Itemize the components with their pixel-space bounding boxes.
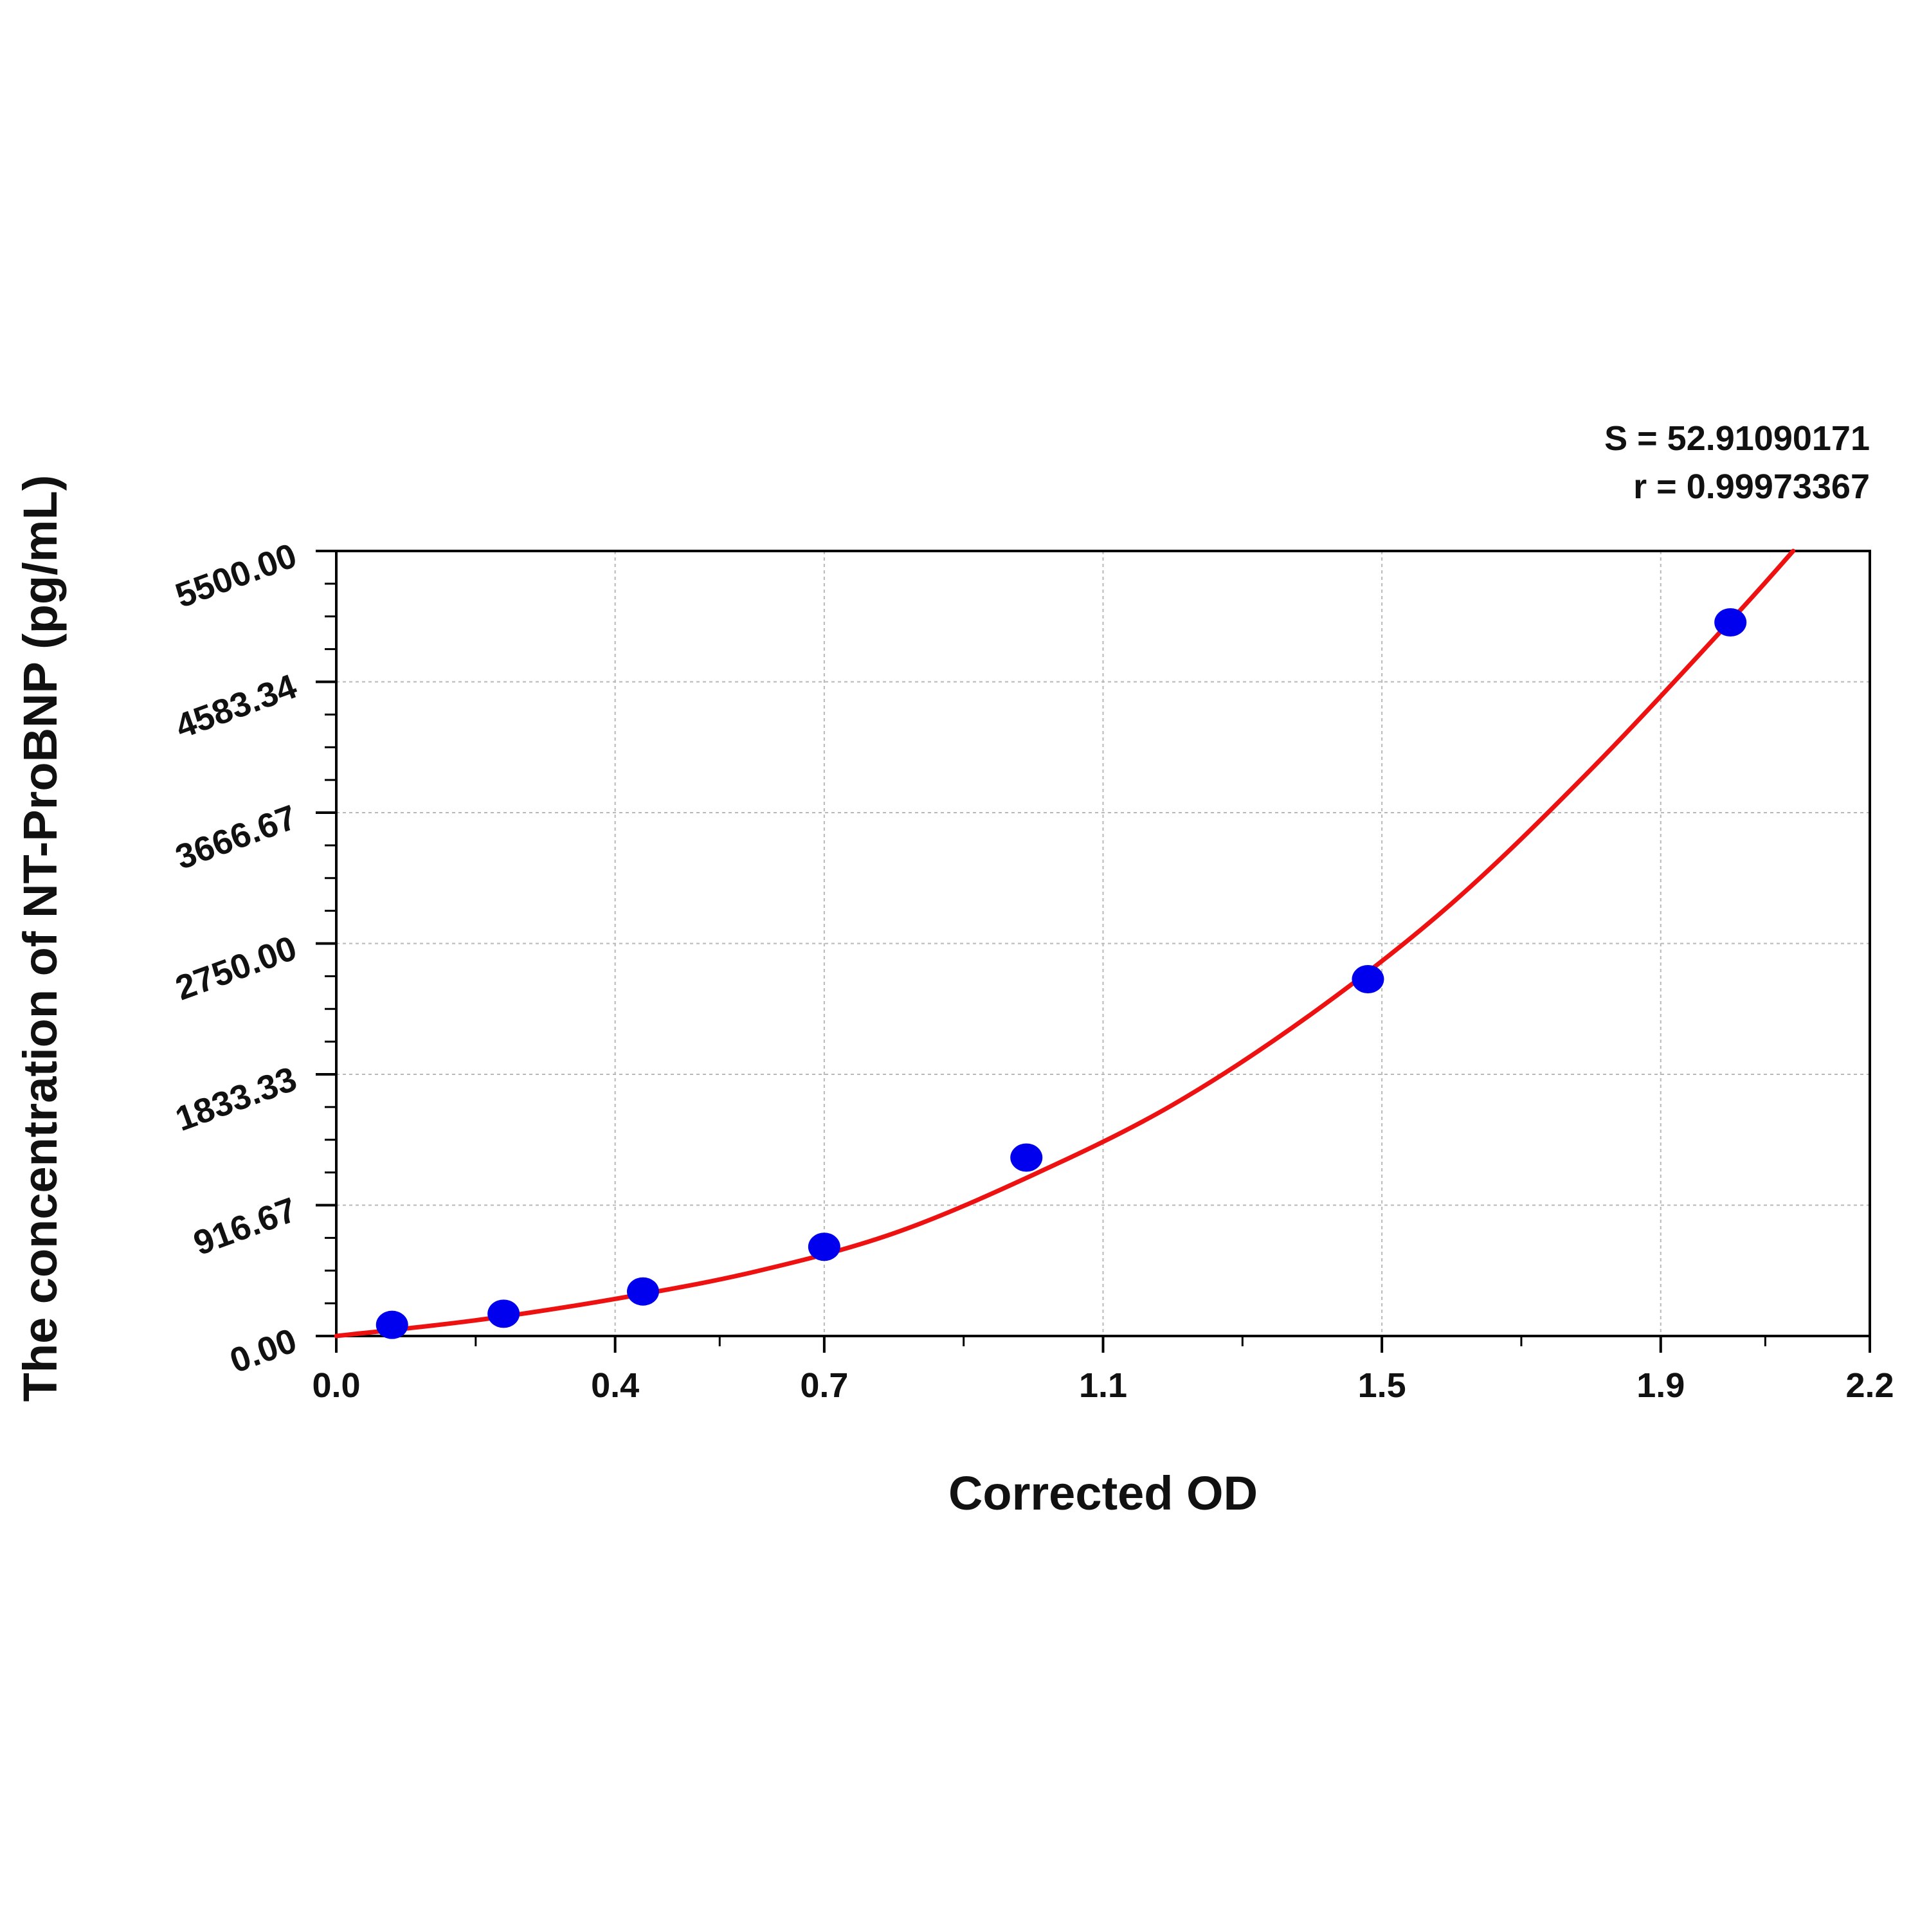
data-point xyxy=(487,1299,520,1328)
y-tick-label: 1833.33 xyxy=(170,1060,302,1139)
fit-curve-layer xyxy=(334,548,1796,1339)
fit-curve xyxy=(334,548,1796,1339)
x-tick-label: 0.0 xyxy=(312,1366,360,1405)
y-tick-label: 5500.00 xyxy=(170,536,302,615)
minor-ticks xyxy=(325,582,1766,1346)
data-point xyxy=(808,1232,840,1261)
x-tick-label: 2.2 xyxy=(1845,1366,1894,1405)
x-tick-label: 0.7 xyxy=(800,1366,848,1405)
y-tick-label: 0.00 xyxy=(225,1321,302,1380)
x-tick-label: 1.5 xyxy=(1358,1366,1406,1405)
stat-r-value: r = 0.99973367 xyxy=(1633,467,1870,506)
data-point xyxy=(1352,965,1384,993)
y-axis-title: The concentration of NT-ProBNP (pg/mL) xyxy=(14,475,67,1402)
y-tick-labels: 0.00 916.67 1833.33 2750.00 3666.67 4583.34 55… xyxy=(170,536,302,1380)
stat-s-value: S = 52.91090171 xyxy=(1604,419,1870,458)
data-point xyxy=(376,1310,408,1339)
major-ticks xyxy=(316,550,1871,1353)
plot-frame xyxy=(335,550,1871,1337)
x-axis-title: Corrected OD xyxy=(948,1467,1258,1520)
x-tick-label: 0.4 xyxy=(591,1366,639,1405)
data-points xyxy=(376,608,1747,1339)
x-tick-label: 1.9 xyxy=(1636,1366,1685,1405)
y-tick-label: 3666.67 xyxy=(170,798,302,877)
data-point xyxy=(627,1277,659,1306)
y-tick-label: 916.67 xyxy=(188,1190,302,1263)
x-tick-label: 1.1 xyxy=(1079,1366,1127,1405)
x-tick-labels: 0.0 0.4 0.7 1.1 1.5 1.9 2.2 xyxy=(312,1366,1894,1405)
grid xyxy=(336,551,1870,1336)
data-point xyxy=(1714,608,1747,636)
data-point xyxy=(1010,1143,1043,1172)
y-tick-label: 2750.00 xyxy=(170,928,302,1007)
y-tick-label: 4583.34 xyxy=(170,667,302,746)
